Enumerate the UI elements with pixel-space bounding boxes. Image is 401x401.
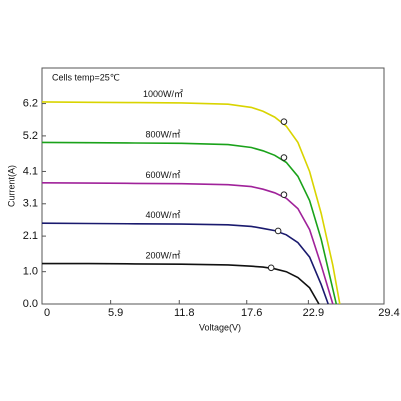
series-label: 400W/㎡ bbox=[145, 210, 180, 220]
y-axis-title: Current(A) bbox=[6, 165, 16, 207]
y-tick-label: 5.2 bbox=[23, 130, 38, 142]
plot-frame bbox=[41, 67, 385, 305]
series-label: 600W/㎡ bbox=[145, 170, 180, 180]
y-tick-label: 3.1 bbox=[23, 198, 38, 210]
x-tick-label: 0 bbox=[44, 307, 50, 319]
x-tick-label: 11.8 bbox=[174, 307, 195, 319]
mpp-marker bbox=[267, 264, 275, 272]
y-tick-label: 2.1 bbox=[23, 230, 38, 242]
x-tick-label: 5.9 bbox=[108, 307, 123, 319]
y-tick-label: 4.1 bbox=[23, 165, 38, 177]
annotation: Cells temp=25℃ bbox=[52, 72, 120, 82]
x-tick-label: 29.4 bbox=[378, 307, 399, 319]
x-tick-label: 17.6 bbox=[241, 307, 262, 319]
iv-curve bbox=[42, 262, 320, 305]
series-label: 1000W/㎡ bbox=[143, 89, 183, 99]
mpp-marker bbox=[280, 191, 288, 199]
x-axis-title: Voltage(V) bbox=[199, 322, 241, 332]
mpp-marker bbox=[280, 154, 288, 161]
iv-curve bbox=[41, 141, 338, 305]
series-label: 200W/㎡ bbox=[145, 250, 180, 260]
mpp-marker bbox=[280, 118, 288, 125]
mpp-marker bbox=[274, 227, 282, 235]
x-tick-label: 22.9 bbox=[303, 307, 324, 319]
iv-curve bbox=[41, 101, 341, 305]
iv-curve bbox=[41, 222, 329, 305]
y-tick-label: 1.0 bbox=[23, 266, 38, 278]
series-label: 800W/㎡ bbox=[145, 129, 180, 139]
iv-curve bbox=[41, 182, 334, 305]
y-tick-label: 0.0 bbox=[23, 298, 38, 310]
y-tick-label: 6.2 bbox=[23, 97, 38, 109]
